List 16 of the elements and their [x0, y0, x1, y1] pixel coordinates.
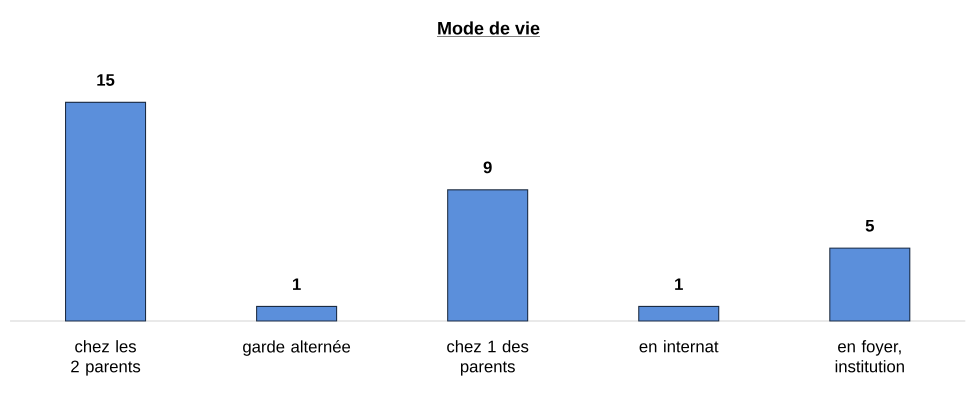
- x-tick-label: chez les 2 parents: [71, 340, 140, 376]
- bar: [638, 306, 720, 322]
- bar: [65, 102, 146, 322]
- data-label: 5: [866, 220, 874, 232]
- x-tick-label: en internat: [640, 340, 718, 352]
- bar: [447, 189, 528, 322]
- x-tick-label: garde alternée: [243, 340, 350, 356]
- bar: [829, 248, 910, 322]
- data-label: 15: [97, 74, 114, 86]
- data-label: 1: [293, 278, 301, 290]
- x-tick-label: chez 1 des parents: [447, 340, 528, 376]
- chart-title: Mode de vie: [438, 21, 540, 35]
- bar: [256, 306, 338, 322]
- data-label: 9: [484, 162, 492, 174]
- data-label: 1: [675, 278, 683, 290]
- x-tick-label: en foyer, institution: [836, 340, 904, 372]
